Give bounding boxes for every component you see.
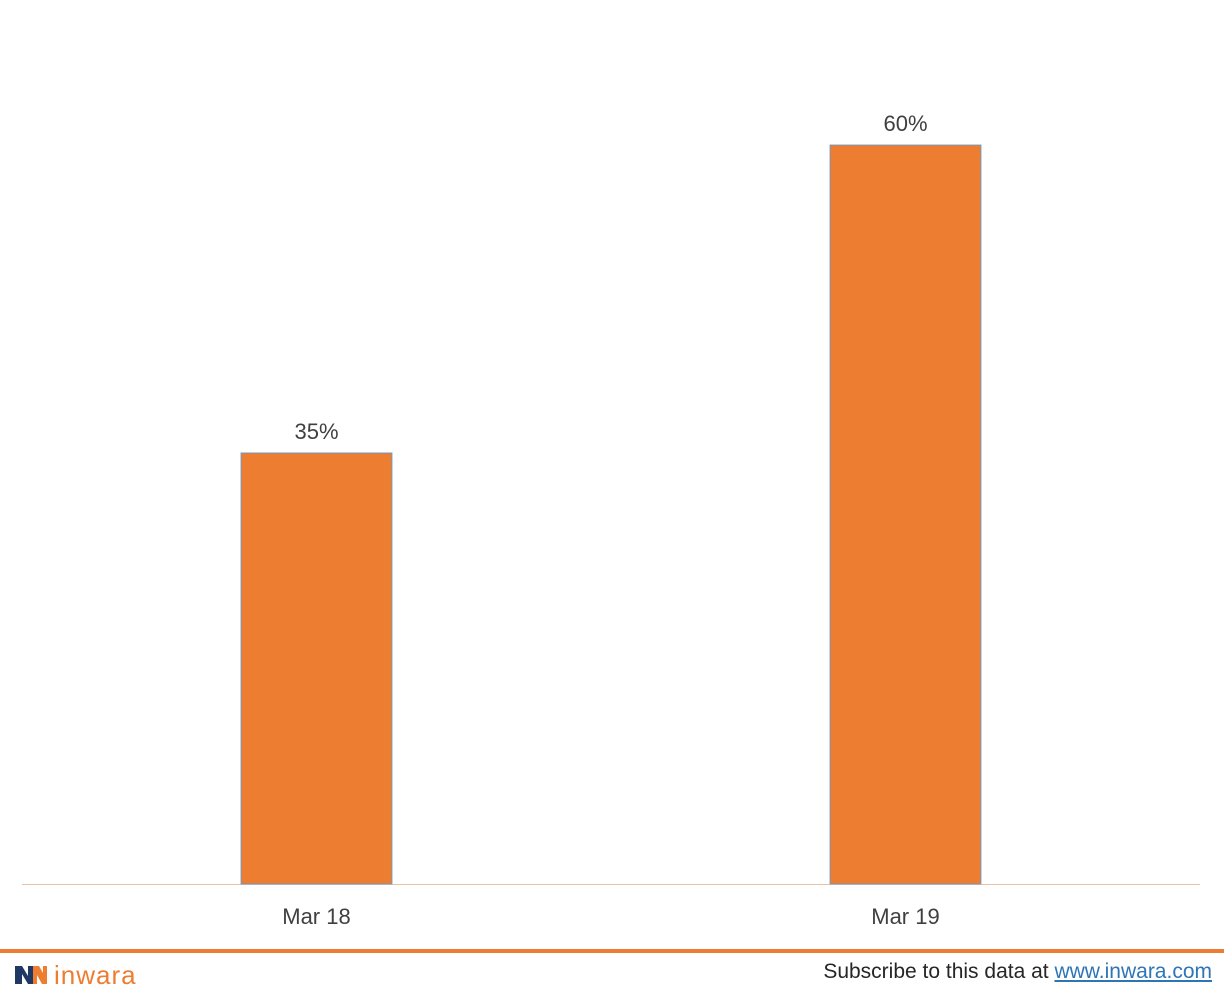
data-label-mar-19: 60% [883, 111, 927, 136]
bar-mar-19 [829, 144, 982, 885]
inwara-logo: inwara [14, 958, 137, 992]
subscribe-text: Subscribe to this data at [823, 960, 1055, 983]
data-label-mar-18: 35% [294, 419, 338, 444]
x-tick-label: Mar 19 [871, 904, 939, 929]
subscribe-line: Subscribe to this data at www.inwara.com [823, 960, 1212, 984]
logo-wordmark: inwara [54, 959, 137, 990]
inwara-logo-mark-icon [15, 966, 47, 984]
subscribe-link[interactable]: www.inwara.com [1054, 960, 1212, 983]
bar-chart: 35% 60% Mar 18 Mar 19 [22, 111, 1200, 929]
x-tick-label: Mar 18 [282, 904, 350, 929]
bar-mar-18 [240, 452, 393, 885]
footer-divider [0, 949, 1224, 953]
